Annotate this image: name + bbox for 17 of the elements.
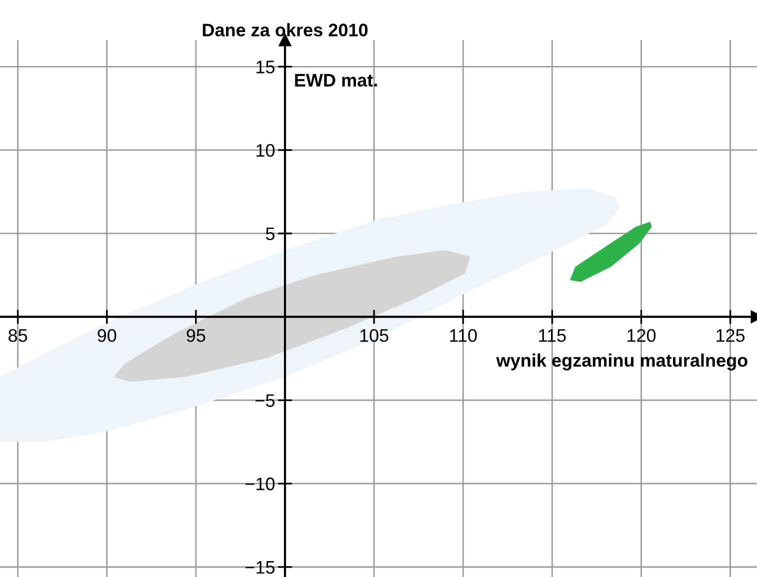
x-tick-label: 125 <box>716 329 745 342</box>
y-tick-label: −5 <box>256 394 275 407</box>
x-tick-label: 120 <box>628 329 656 342</box>
y-tick-label: −10 <box>246 478 275 490</box>
x-tick-label: 85 <box>8 329 28 342</box>
y-tick-label: −15 <box>246 561 275 574</box>
x-tick-label: 90 <box>98 329 116 342</box>
chart-title: Dane za okres 2010 <box>202 23 368 36</box>
x-tick-label: 110 <box>450 329 477 342</box>
y-tick-label: 10 <box>256 144 275 157</box>
x-axis-title: wynik egzaminu maturalnego <box>496 354 748 370</box>
x-tick-label: 115 <box>539 329 566 342</box>
y-tick-label: 15 <box>256 60 275 74</box>
x-tick-label: 105 <box>360 329 388 342</box>
y-axis-title: EWD mat. <box>295 74 377 87</box>
y-tick-label: 5 <box>266 228 275 240</box>
x-tick-label: 95 <box>186 329 206 342</box>
